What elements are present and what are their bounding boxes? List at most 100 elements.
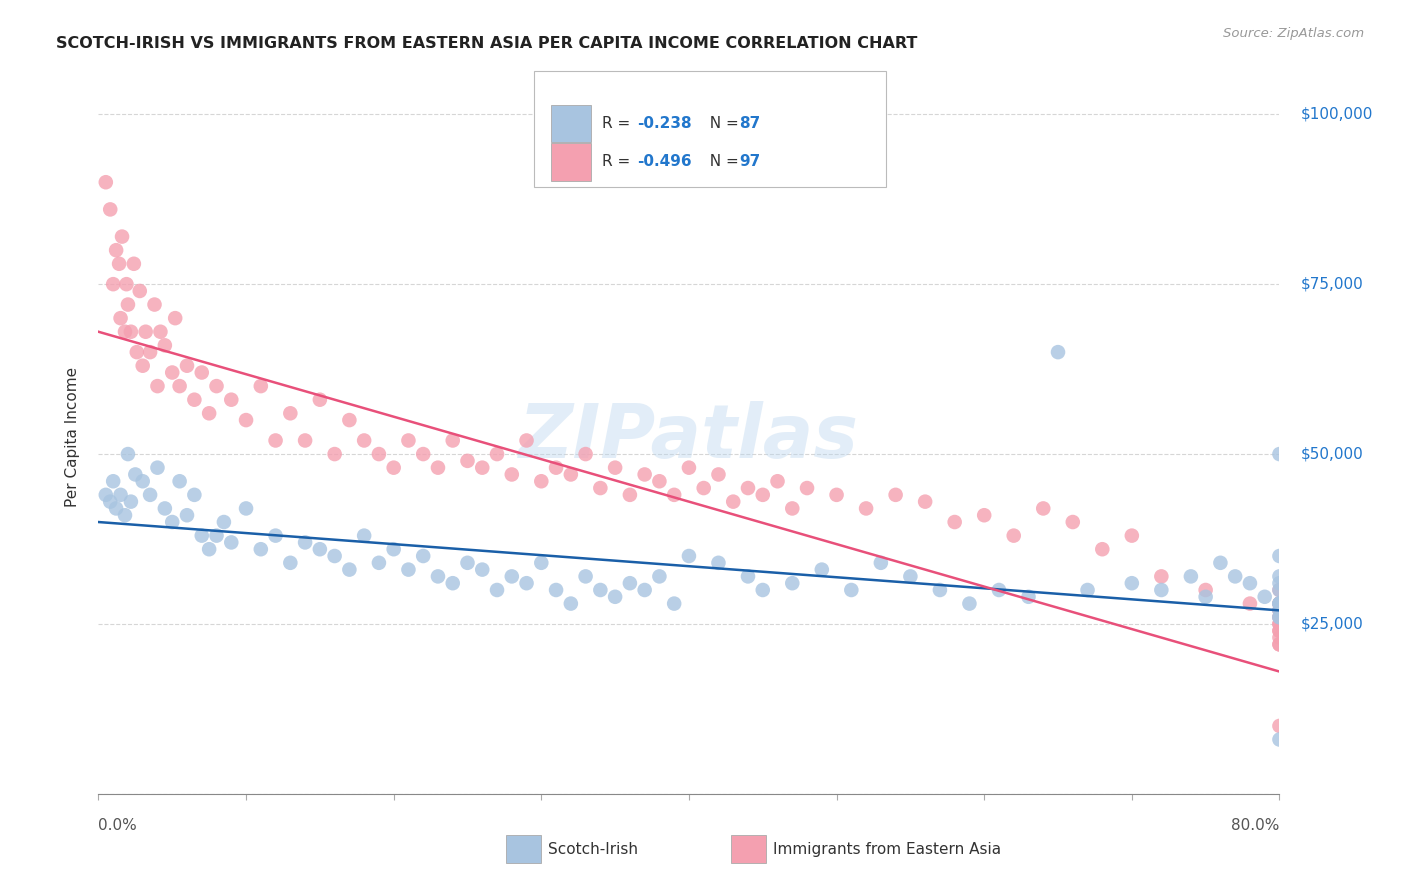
Point	[633, 467, 655, 482]
Text: -0.496: -0.496	[637, 154, 692, 169]
Point	[1239, 576, 1261, 591]
Point	[278, 556, 302, 570]
Point	[169, 379, 191, 393]
Point	[1017, 590, 1039, 604]
Text: Source: ZipAtlas.com: Source: ZipAtlas.com	[1223, 27, 1364, 40]
Point	[1062, 515, 1084, 529]
Point	[114, 325, 136, 339]
Point	[165, 311, 187, 326]
Point	[456, 556, 478, 570]
Text: Scotch-Irish: Scotch-Irish	[548, 842, 638, 856]
Point	[1077, 582, 1099, 597]
Point	[368, 556, 391, 570]
Point	[471, 563, 494, 577]
Point	[250, 542, 273, 557]
Point	[162, 515, 183, 529]
Point	[855, 501, 877, 516]
Point	[115, 277, 138, 292]
Point	[149, 325, 172, 339]
Point	[382, 542, 405, 557]
Point	[132, 359, 155, 373]
Text: 0.0%: 0.0%	[98, 818, 138, 832]
Point	[1268, 624, 1291, 638]
Text: $50,000: $50,000	[1301, 447, 1364, 461]
Point	[212, 515, 235, 529]
Point	[605, 590, 627, 604]
Point	[98, 202, 121, 217]
Point	[94, 488, 117, 502]
Point	[205, 528, 228, 542]
Point	[427, 460, 450, 475]
Point	[135, 325, 157, 339]
Point	[693, 481, 716, 495]
Point	[132, 475, 155, 489]
Point	[1268, 582, 1291, 597]
Point	[1268, 610, 1291, 624]
Point	[1268, 597, 1291, 611]
Point	[501, 467, 523, 482]
Point	[235, 413, 257, 427]
Point	[1254, 590, 1277, 604]
Point	[530, 556, 553, 570]
Point	[125, 345, 148, 359]
Point	[1209, 556, 1232, 570]
Text: SCOTCH-IRISH VS IMMIGRANTS FROM EASTERN ASIA PER CAPITA INCOME CORRELATION CHART: SCOTCH-IRISH VS IMMIGRANTS FROM EASTERN …	[56, 36, 918, 51]
Point	[648, 475, 671, 489]
Point	[1268, 603, 1291, 617]
Point	[294, 535, 316, 549]
Point	[987, 582, 1010, 597]
Point	[928, 582, 950, 597]
Point	[382, 460, 405, 475]
Point	[198, 406, 221, 420]
Point	[766, 475, 789, 489]
Point	[323, 549, 346, 563]
Point	[648, 569, 671, 583]
Point	[124, 467, 146, 482]
Point	[516, 576, 538, 591]
Point	[810, 563, 832, 577]
Point	[1150, 582, 1173, 597]
Point	[737, 569, 759, 583]
Point	[839, 582, 862, 597]
Point	[914, 494, 936, 508]
Point	[176, 359, 198, 373]
Text: $75,000: $75,000	[1301, 277, 1364, 292]
Point	[120, 494, 142, 508]
Point	[471, 460, 494, 475]
Point	[309, 392, 332, 407]
Point	[412, 447, 434, 461]
Point	[191, 366, 214, 380]
Text: N =: N =	[700, 154, 744, 169]
Point	[574, 569, 596, 583]
Point	[1268, 576, 1291, 591]
Point	[1268, 597, 1291, 611]
Point	[153, 501, 176, 516]
Point	[678, 460, 700, 475]
Text: Immigrants from Eastern Asia: Immigrants from Eastern Asia	[773, 842, 1001, 856]
Point	[139, 488, 162, 502]
Point	[1002, 528, 1025, 542]
Point	[105, 501, 128, 516]
Point	[146, 460, 169, 475]
Point	[396, 563, 419, 577]
Point	[1268, 549, 1291, 563]
Point	[111, 229, 134, 244]
Point	[501, 569, 523, 583]
Point	[707, 467, 730, 482]
Point	[1121, 528, 1143, 542]
Point	[117, 447, 139, 461]
Point	[1180, 569, 1202, 583]
Point	[619, 488, 641, 502]
Point	[723, 494, 745, 508]
Text: R =: R =	[602, 154, 636, 169]
Point	[294, 434, 316, 448]
Point	[412, 549, 434, 563]
Y-axis label: Per Capita Income: Per Capita Income	[65, 367, 80, 508]
Point	[169, 475, 191, 489]
Point	[198, 542, 221, 557]
Point	[943, 515, 966, 529]
Point	[114, 508, 136, 523]
Point	[122, 257, 145, 271]
Point	[516, 434, 538, 448]
Point	[959, 597, 981, 611]
